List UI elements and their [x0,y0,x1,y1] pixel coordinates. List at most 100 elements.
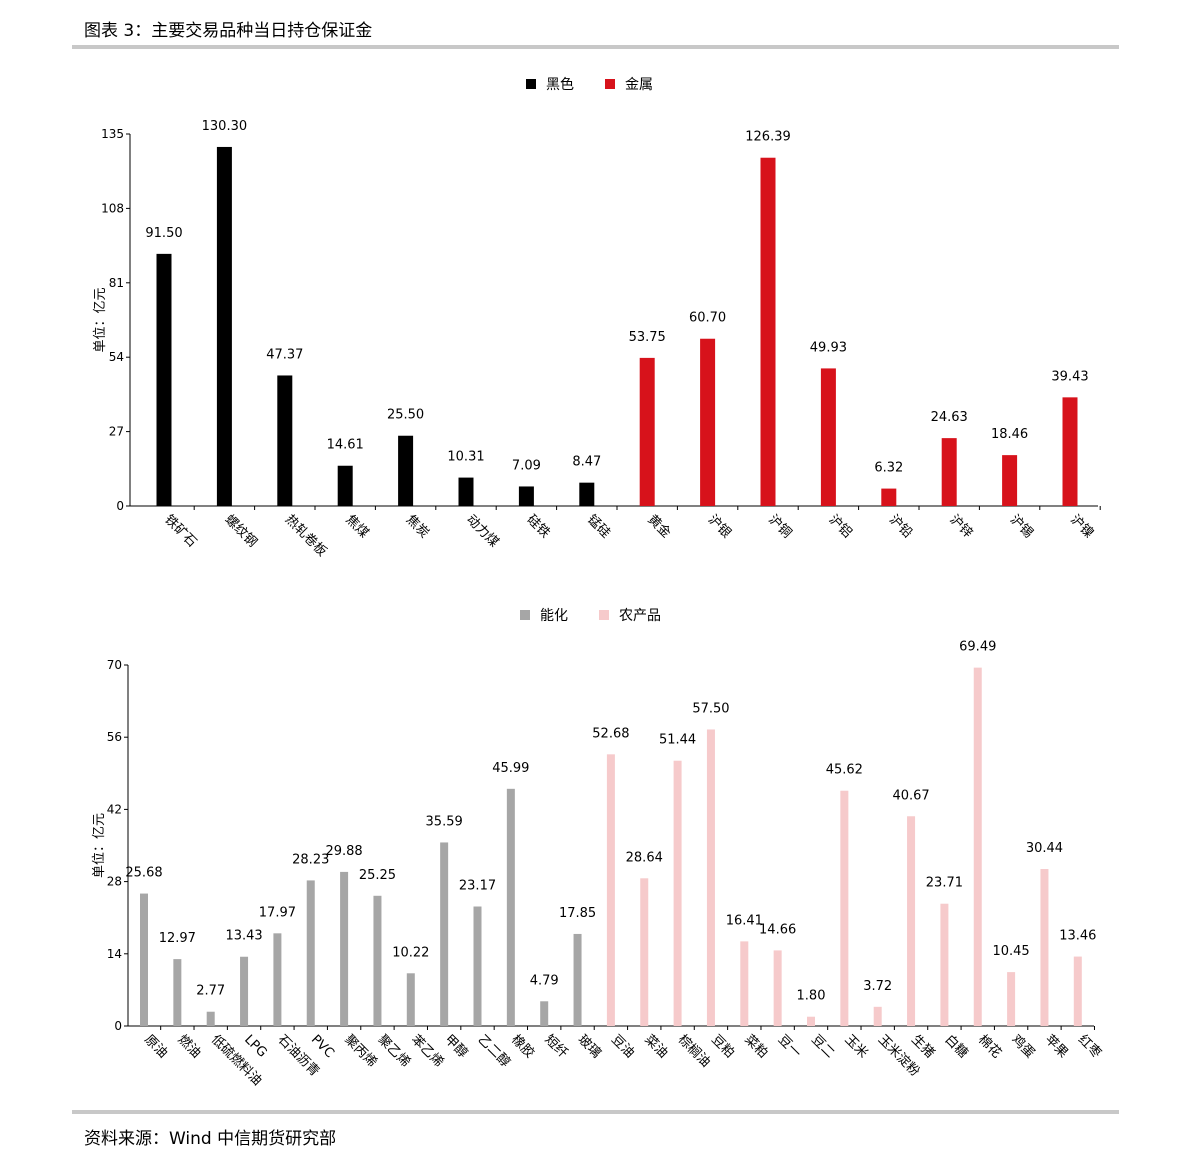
data-label: 45.99 [492,761,529,776]
data-label: 30.44 [1026,841,1063,856]
category-label: 玻璃 [575,1032,604,1061]
data-label: 18.46 [991,427,1028,442]
data-label: 25.50 [387,408,424,423]
category-label: 豆一 [775,1032,804,1061]
bar [773,950,782,1026]
legend-label: 金属 [625,77,653,93]
bar [907,816,916,1026]
legend-swatch [605,79,615,89]
data-label: 13.43 [225,929,262,944]
bar [740,941,749,1026]
bar [373,895,382,1026]
figure-title: 图表 3：主要交易品种当日持仓保证金 [84,21,373,41]
data-label: 10.22 [392,945,429,960]
y-tick-label: 0 [114,1019,122,1033]
bar [640,878,649,1026]
data-label: 1.80 [797,989,826,1004]
bar [440,842,449,1026]
bar [579,482,595,506]
y-tick-label: 135 [101,127,124,141]
data-label: 35.59 [426,814,463,829]
category-label: 豆油 [608,1032,637,1061]
data-label: 28.64 [626,850,663,865]
data-label: 29.88 [325,844,362,859]
legend-label: 能化 [540,608,568,624]
bar [639,357,655,506]
y-tick-label: 108 [101,201,124,215]
data-label: 23.17 [459,879,496,894]
legend-swatch [526,79,536,89]
bar [458,477,474,506]
data-label: 25.25 [359,868,396,883]
bar [673,760,682,1026]
bar [337,465,353,506]
category-label: 硅铁 [524,512,553,541]
category-label: 沪镍 [1067,512,1097,542]
bar [973,667,982,1026]
data-label: 60.70 [689,311,726,326]
category-label: 白糖 [942,1032,972,1062]
data-label: 14.61 [327,438,364,453]
category-label: 苹果 [1042,1032,1071,1061]
category-label: 生猪 [908,1032,937,1061]
category-label: 沪铝 [826,512,856,542]
bar [406,973,415,1026]
data-label: 40.67 [892,788,929,803]
category-label: 聚丙烯 [341,1032,379,1070]
data-label: 2.77 [196,984,225,999]
y-tick-label: 14 [107,947,122,961]
data-label: 28.23 [292,852,329,867]
data-label: 8.47 [572,455,601,470]
category-label: 原油 [141,1032,170,1061]
data-label: 4.79 [530,973,559,988]
y-tick-label: 56 [107,730,122,744]
category-label: 橡胶 [508,1032,538,1062]
bar [156,253,172,506]
bar [1040,869,1049,1026]
bar [820,368,836,506]
bar [340,871,349,1026]
category-label: 甲醇 [441,1032,471,1062]
legend-swatch [599,610,609,620]
category-label: PVC [308,1032,337,1061]
category-label: 黄金 [644,512,674,542]
bar [606,754,615,1026]
data-label: 47.37 [266,347,303,362]
data-label: 13.46 [1059,929,1096,944]
data-label: 51.44 [659,733,696,748]
y-tick-label: 81 [109,276,124,290]
bar [881,488,897,506]
category-label: 焦炭 [403,512,432,541]
data-label: 14.66 [759,922,796,937]
bar [1002,455,1018,506]
bar [273,933,282,1026]
category-label: 苯乙烯 [408,1032,446,1070]
category-label: 沪铅 [886,512,916,542]
category-label: LPG [241,1032,269,1060]
data-label: 10.45 [992,944,1029,959]
data-label: 39.43 [1051,369,1088,384]
data-label: 6.32 [874,461,903,476]
y-tick-label: 27 [109,425,124,439]
bar [807,1016,815,1026]
top-divider [72,45,1119,49]
bar [1007,972,1016,1026]
y-tick-label: 70 [107,658,122,672]
y-axis-title: 单位：亿元 [93,287,108,352]
y-tick-label: 42 [107,802,122,816]
data-label: 24.63 [931,410,968,425]
bar [398,435,414,506]
category-label: 短纤 [541,1032,570,1061]
category-label: 燃油 [175,1032,205,1062]
data-label: 10.31 [447,450,484,465]
data-label: 16.41 [726,913,763,928]
bar [873,1006,882,1026]
bar [518,486,534,506]
bar [940,903,949,1026]
data-label: 3.72 [863,979,892,994]
y-tick-label: 54 [109,350,124,364]
data-label: 17.97 [259,905,296,920]
bar [573,933,582,1026]
data-label: 25.68 [125,866,162,881]
category-label: 沪锌 [946,512,976,542]
